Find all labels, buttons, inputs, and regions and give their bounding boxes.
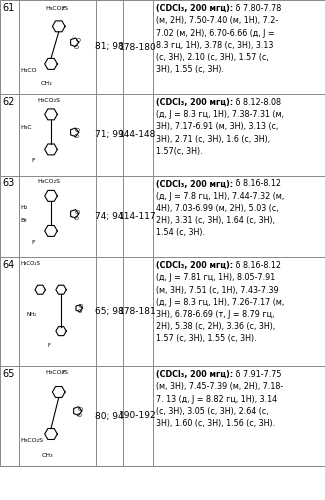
Text: 65; 98: 65; 98 — [95, 307, 124, 316]
Text: 64: 64 — [2, 260, 14, 270]
Text: O: O — [77, 413, 82, 418]
Text: 81; 98: 81; 98 — [95, 42, 124, 51]
Text: H₃CO₂S: H₃CO₂S — [46, 370, 69, 375]
Text: H₃CO₂S: H₃CO₂S — [38, 179, 61, 184]
Text: δ 7.80-7.78: δ 7.80-7.78 — [233, 4, 281, 13]
Text: O: O — [75, 38, 80, 44]
Text: 3H), 7.17-6.91 (м, 3H), 3.13 (с,: 3H), 7.17-6.91 (м, 3H), 3.13 (с, — [156, 122, 278, 132]
Text: δ 8.12-8.08: δ 8.12-8.08 — [233, 98, 281, 107]
Text: F: F — [61, 6, 65, 10]
Text: 4H), 7.03-6.99 (м, 2H), 5.03 (с,: 4H), 7.03-6.99 (м, 2H), 5.03 (с, — [156, 204, 279, 213]
Text: (CDCl₃, 200 мгц):: (CDCl₃, 200 мгц): — [156, 98, 233, 107]
Text: 3H), 1.60 (с, 3H), 1.56 (с, 3H).: 3H), 1.60 (с, 3H), 1.56 (с, 3H). — [156, 419, 275, 428]
Text: 3H), 1.55 (с, 3H).: 3H), 1.55 (с, 3H). — [156, 65, 224, 74]
Text: 1.57(с, 3H).: 1.57(с, 3H). — [156, 147, 202, 156]
Text: 74; 94: 74; 94 — [95, 212, 124, 221]
Text: O: O — [74, 44, 79, 50]
Text: O: O — [79, 304, 84, 310]
Text: (д, J = 8.3 гц, 1H), 7.38-7.31 (м,: (д, J = 8.3 гц, 1H), 7.38-7.31 (м, — [156, 110, 284, 119]
Text: O: O — [78, 406, 83, 412]
Text: O: O — [73, 134, 79, 140]
Text: 8.3 гц, 1H), 3.78 (с, 3H), 3.13: 8.3 гц, 1H), 3.78 (с, 3H), 3.13 — [156, 41, 273, 50]
Text: 7.02 (м, 2H), 6.70-6.66 (д, J =: 7.02 (м, 2H), 6.70-6.66 (д, J = — [156, 28, 274, 38]
Text: 7. 13 (д, J = 8.82 гц, 1H), 3.14: 7. 13 (д, J = 8.82 гц, 1H), 3.14 — [156, 394, 277, 404]
Text: O: O — [78, 310, 83, 314]
Text: O: O — [73, 216, 79, 221]
Text: H₃CO₂S: H₃CO₂S — [20, 262, 40, 266]
Text: NH₂: NH₂ — [26, 312, 37, 316]
Text: 114-117: 114-117 — [119, 212, 157, 221]
Text: H₃CO₂S: H₃CO₂S — [20, 438, 43, 443]
Text: 144-148: 144-148 — [119, 130, 156, 139]
Text: δ 7.91-7.75: δ 7.91-7.75 — [233, 370, 281, 379]
Text: 71; 99: 71; 99 — [95, 130, 124, 139]
Text: (CDCl₃, 200 мгц):: (CDCl₃, 200 мгц): — [156, 261, 233, 270]
Text: (м, 3H), 7.45-7.39 (м, 2H), 7.18-: (м, 3H), 7.45-7.39 (м, 2H), 7.18- — [156, 382, 283, 391]
Text: F: F — [31, 158, 34, 164]
Text: (д, J = 7.81 гц, 1H), 8.05-7.91: (д, J = 7.81 гц, 1H), 8.05-7.91 — [156, 273, 275, 282]
Text: CH₃: CH₃ — [42, 453, 53, 458]
Text: δ 8.16-8.12: δ 8.16-8.12 — [233, 180, 281, 188]
Text: CH₃: CH₃ — [40, 81, 52, 86]
Text: O: O — [75, 128, 80, 133]
Text: 62: 62 — [2, 97, 14, 107]
Text: 1.57 (с, 3H), 1.55 (с, 3H).: 1.57 (с, 3H), 1.55 (с, 3H). — [156, 334, 256, 344]
Text: 2H), 3.31 (с, 3H), 1.64 (с, 3H),: 2H), 3.31 (с, 3H), 1.64 (с, 3H), — [156, 216, 275, 225]
Text: (CDCl₃, 200 мгц):: (CDCl₃, 200 мгц): — [156, 370, 233, 379]
Text: 63: 63 — [2, 178, 14, 188]
Text: (CDCl₃, 200 мгц):: (CDCl₃, 200 мгц): — [156, 180, 233, 188]
Text: 190-192: 190-192 — [119, 412, 157, 420]
Text: 65: 65 — [2, 369, 14, 379]
Text: O: O — [75, 210, 80, 214]
Text: 80; 94: 80; 94 — [95, 412, 124, 420]
Text: H₃C: H₃C — [20, 125, 32, 130]
Text: H₃CO₂S: H₃CO₂S — [38, 98, 61, 103]
Text: 3H), 2.71 (с, 3H), 1.6 (с, 3H),: 3H), 2.71 (с, 3H), 1.6 (с, 3H), — [156, 134, 270, 144]
Text: F: F — [61, 370, 65, 375]
Text: (м, 3H), 7.51 (с, 1H), 7.43-7.39: (м, 3H), 7.51 (с, 1H), 7.43-7.39 — [156, 286, 279, 294]
Text: 2H), 5.38 (с, 2H), 3.36 (с, 3H),: 2H), 5.38 (с, 2H), 3.36 (с, 3H), — [156, 322, 275, 331]
Text: 61: 61 — [2, 3, 14, 13]
Text: F: F — [31, 240, 34, 245]
Text: (д, J = 8.3 гц, 1H), 7.26-7.17 (м,: (д, J = 8.3 гц, 1H), 7.26-7.17 (м, — [156, 298, 284, 306]
Text: (с, 3H), 3.05 (с, 3H), 2.64 (с,: (с, 3H), 3.05 (с, 3H), 2.64 (с, — [156, 407, 268, 416]
Text: F: F — [48, 343, 51, 348]
Text: (с, 3H), 2.10 (с, 3H), 1.57 (с,: (с, 3H), 2.10 (с, 3H), 1.57 (с, — [156, 53, 268, 62]
Text: H₃CO₂S: H₃CO₂S — [46, 6, 69, 10]
Text: H₃CO: H₃CO — [20, 68, 37, 72]
Text: ∴: ∴ — [71, 34, 74, 38]
Text: (м, 2H), 7.50-7.40 (м, 1H), 7.2-: (м, 2H), 7.50-7.40 (м, 1H), 7.2- — [156, 16, 278, 25]
Text: Br: Br — [20, 218, 27, 223]
Text: (д, J = 7.8 гц, 1H), 7.44-7.32 (м,: (д, J = 7.8 гц, 1H), 7.44-7.32 (м, — [156, 192, 284, 200]
Text: 1.54 (с, 3H).: 1.54 (с, 3H). — [156, 228, 205, 237]
Text: H₂: H₂ — [20, 205, 27, 210]
Text: 3H), 6.78-6.69 (т, J = 8.79 гц,: 3H), 6.78-6.69 (т, J = 8.79 гц, — [156, 310, 274, 319]
Text: (CDCl₃, 200 мгц):: (CDCl₃, 200 мгц): — [156, 4, 233, 13]
Text: 178-181: 178-181 — [119, 307, 157, 316]
Text: 178-180: 178-180 — [119, 42, 157, 51]
Text: δ 8.16-8.12: δ 8.16-8.12 — [233, 261, 281, 270]
